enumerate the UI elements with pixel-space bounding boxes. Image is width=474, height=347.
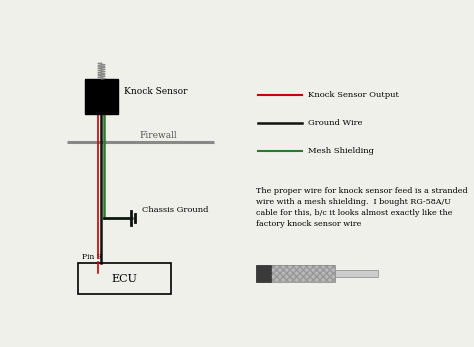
Text: Firewall: Firewall: [140, 131, 177, 140]
Text: Pin 9: Pin 9: [82, 253, 101, 261]
Text: Ground Wire: Ground Wire: [308, 119, 363, 127]
Bar: [271, 265, 336, 282]
Bar: [336, 270, 378, 277]
Bar: [271, 265, 336, 282]
Bar: [85, 79, 118, 114]
Text: Mesh Shielding: Mesh Shielding: [308, 147, 374, 155]
Text: ECU: ECU: [112, 274, 137, 283]
Text: The proper wire for knock sensor feed is a stranded
wire with a mesh shielding. : The proper wire for knock sensor feed is…: [256, 187, 467, 228]
Bar: [78, 263, 171, 294]
Text: Chassis Ground: Chassis Ground: [142, 206, 209, 214]
Bar: [256, 265, 271, 282]
Text: Knock Sensor: Knock Sensor: [124, 86, 187, 95]
Text: Knock Sensor Output: Knock Sensor Output: [308, 91, 399, 99]
